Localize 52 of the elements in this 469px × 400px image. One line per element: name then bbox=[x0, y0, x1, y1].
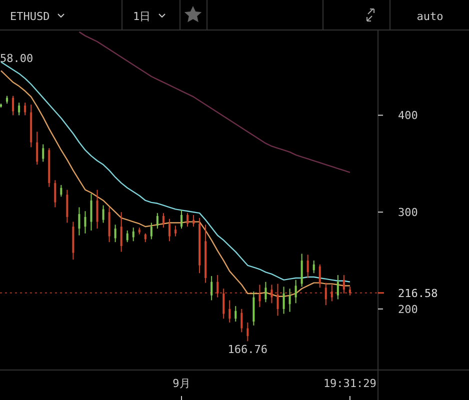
candlestick bbox=[60, 184, 62, 198]
candlestick bbox=[168, 218, 170, 242]
candlestick bbox=[24, 102, 26, 116]
candlestick bbox=[102, 204, 104, 224]
candlestick bbox=[288, 288, 291, 312]
annotation: 166.76 bbox=[228, 343, 268, 356]
candlestick bbox=[54, 180, 56, 208]
candlestick bbox=[150, 222, 152, 240]
candlestick bbox=[126, 230, 128, 243]
candlestick bbox=[282, 286, 285, 314]
candlestick bbox=[306, 254, 309, 278]
annotation: 58.00 bbox=[0, 52, 34, 65]
candlestick bbox=[186, 212, 189, 228]
text: ETHUSD bbox=[10, 10, 50, 23]
candlestick bbox=[156, 212, 158, 230]
candlestick bbox=[246, 322, 249, 342]
line-series bbox=[78, 31, 351, 173]
candlestick bbox=[114, 224, 116, 243]
candlestick bbox=[324, 282, 327, 306]
candlestick bbox=[312, 260, 315, 274]
candlestick bbox=[162, 212, 164, 228]
candlestick bbox=[84, 210, 86, 234]
candlestick bbox=[180, 210, 182, 230]
candlestick bbox=[228, 300, 231, 324]
x-tick-label: 19:31:29 bbox=[323, 377, 376, 390]
text: 1日 bbox=[133, 10, 151, 23]
candlestick bbox=[132, 227, 134, 242]
x-tick-label: 9月 bbox=[172, 377, 190, 390]
y-tick-label: 200 bbox=[398, 302, 418, 316]
candlestick bbox=[90, 193, 92, 232]
candlestick bbox=[120, 212, 122, 252]
y-tick-label: 400 bbox=[398, 109, 418, 122]
candlestick bbox=[174, 225, 176, 237]
ref-line-label: 216.58 bbox=[398, 286, 438, 300]
candlestick bbox=[336, 274, 339, 300]
candlestick bbox=[36, 131, 38, 166]
candlestick bbox=[78, 206, 80, 236]
candlestick bbox=[192, 214, 195, 228]
candlestick bbox=[300, 253, 303, 288]
candlestick bbox=[240, 308, 243, 333]
candlestick bbox=[18, 102, 20, 116]
y-tick-label: 300 bbox=[398, 206, 418, 220]
candlestick bbox=[42, 144, 44, 162]
candlestick bbox=[66, 189, 68, 224]
candlestick bbox=[318, 264, 321, 288]
candlestick bbox=[210, 276, 213, 301]
candlestick bbox=[12, 95, 14, 116]
candlestick bbox=[264, 281, 267, 303]
candlestick bbox=[96, 189, 98, 230]
text: auto bbox=[416, 10, 444, 23]
candlestick bbox=[294, 279, 297, 304]
candlestick bbox=[234, 306, 237, 322]
